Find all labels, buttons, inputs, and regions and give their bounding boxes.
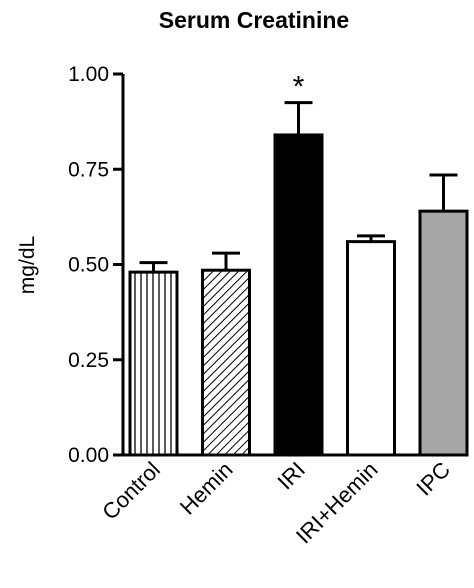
x-tick-label: Control [97, 457, 165, 525]
y-tick-label: 0.25 [68, 349, 109, 372]
significance-asterisk: * [293, 71, 305, 104]
bar-iri-hemin [346, 240, 396, 457]
y-tick-label: 1.00 [68, 63, 109, 86]
y-tick-label: 0.75 [68, 158, 109, 181]
y-tick-label: 0.00 [68, 444, 109, 467]
x-tick-label: Hemin [175, 457, 238, 520]
x-tick-label: IPC [411, 457, 455, 501]
x-tick-label: IRI [272, 457, 310, 495]
chart-title: Serum Creatinine [159, 7, 349, 33]
bars: * [128, 71, 469, 457]
bar-iri [273, 133, 324, 457]
y-tick-label: 0.50 [68, 254, 109, 277]
y-axis-label: mg/dL [16, 236, 39, 294]
bar-hemin [201, 268, 251, 457]
bar-control [128, 270, 179, 457]
bar-ipc [418, 209, 469, 457]
